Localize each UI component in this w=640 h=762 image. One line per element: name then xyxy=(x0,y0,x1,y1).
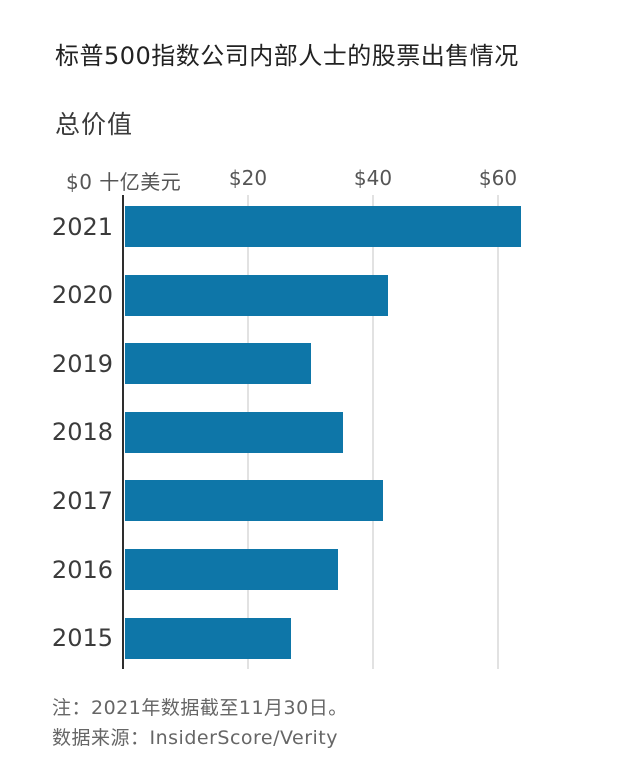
year-label: 2021 xyxy=(51,212,113,241)
value-bar xyxy=(125,480,384,522)
year-label: 2015 xyxy=(51,624,113,653)
value-bar xyxy=(125,411,344,453)
value-bar xyxy=(125,617,292,659)
gridline xyxy=(497,195,499,669)
bar-row: 2016 xyxy=(0,549,640,590)
year-label: 2019 xyxy=(51,349,113,378)
year-label: 2018 xyxy=(51,418,113,447)
bar-row: 2021 xyxy=(0,206,640,247)
x-tick-label: $0 十亿美元 xyxy=(66,170,182,194)
bar-row: 2015 xyxy=(0,617,640,659)
bar-row: 2017 xyxy=(0,480,640,522)
x-axis-tick-labels: $0 十亿美元 $20 $40 $60 xyxy=(0,166,640,194)
chart-subtitle: 总价值 xyxy=(55,110,134,139)
value-bar xyxy=(125,206,522,247)
x-tick-label: $40 xyxy=(353,166,393,190)
y-axis-line xyxy=(122,195,124,669)
chart-source: 数据来源：InsiderScore/Verity xyxy=(52,727,338,749)
chart-footer: 注：2021年数据截至11月30日。 数据来源：InsiderScore/Ver… xyxy=(52,693,348,753)
value-bar xyxy=(125,274,389,316)
bar-row: 2019 xyxy=(0,343,640,385)
year-label: 2020 xyxy=(51,281,113,310)
year-label: 2016 xyxy=(51,555,113,584)
x-tick-label: $20 xyxy=(228,166,268,190)
chart-title: 标普500指数公司内部人士的股票出售情况 xyxy=(55,42,519,70)
chart-area: 2021 2020 2019 2018 2017 2016 2015 xyxy=(0,195,640,669)
value-bar xyxy=(125,549,339,590)
chart-note: 注：2021年数据截至11月30日。 xyxy=(52,697,348,719)
gridline xyxy=(372,195,374,669)
bar-row: 2020 xyxy=(0,274,640,316)
value-bar xyxy=(125,343,312,385)
bar-row: 2018 xyxy=(0,411,640,453)
x-tick-label: $60 xyxy=(478,166,518,190)
year-label: 2017 xyxy=(51,486,113,515)
